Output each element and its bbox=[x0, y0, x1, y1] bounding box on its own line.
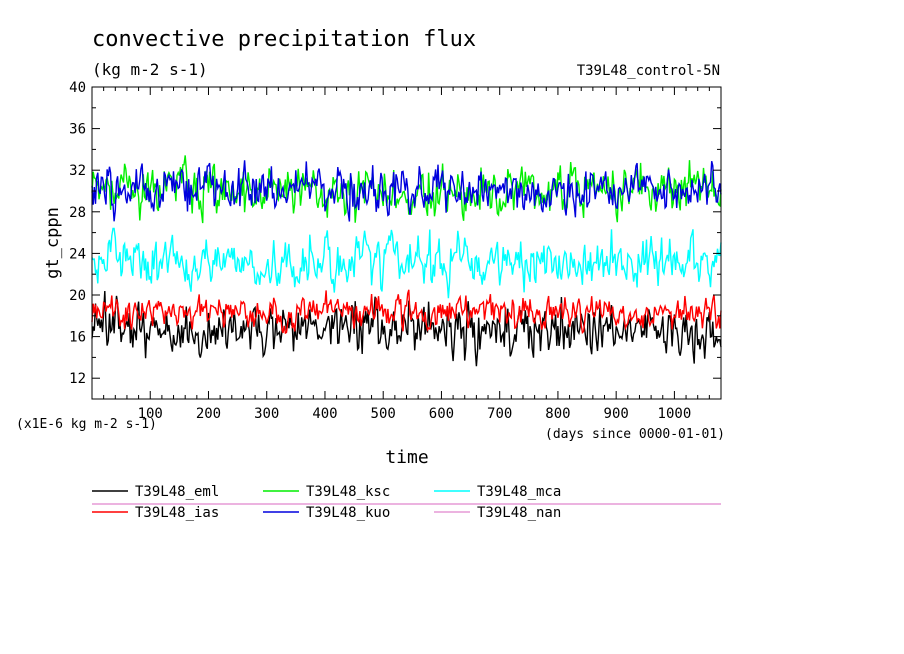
series-line-t39l48-ias bbox=[91, 289, 722, 335]
x-tick-label: 500 bbox=[371, 406, 396, 422]
y-tick-label: 12 bbox=[69, 371, 86, 387]
legend-label-t39l48-mca: T39L48_mca bbox=[477, 484, 561, 500]
x-tick-label: 300 bbox=[254, 406, 279, 422]
x-tick-label: 800 bbox=[545, 406, 570, 422]
y-tick-label: 20 bbox=[69, 288, 86, 304]
y-tick-label: 16 bbox=[69, 330, 86, 346]
x-tick-label: 400 bbox=[312, 406, 337, 422]
legend-label-t39l48-kuo: T39L48_kuo bbox=[306, 505, 390, 521]
x-tick-label: 900 bbox=[604, 406, 629, 422]
run-label: T39L48_control-5N bbox=[577, 63, 720, 79]
series-line-t39l48-eml bbox=[91, 290, 722, 367]
y-tick-label: 40 bbox=[69, 80, 86, 96]
series-line-t39l48-ksc bbox=[91, 155, 722, 224]
legend: T39L48_eml T39L48_ksc T39L48_mca T39L48_ias… bbox=[92, 484, 721, 521]
x-tick-label: 700 bbox=[487, 406, 512, 422]
series-line-t39l48-kuo bbox=[91, 160, 722, 222]
legend-label-t39l48-nan: T39L48_nan bbox=[477, 505, 561, 521]
series-line-t39l48-mca bbox=[91, 227, 722, 299]
x-tick-label: 1000 bbox=[658, 406, 692, 422]
legend-label-t39l48-eml: T39L48_eml bbox=[135, 484, 219, 500]
plot-frame bbox=[91, 86, 722, 400]
x-units-label: (days since 0000-01-01) bbox=[545, 427, 725, 442]
y-axis-label: gt_cppn bbox=[43, 207, 63, 279]
y-tick-label: 24 bbox=[69, 246, 86, 262]
x-axis-label: time bbox=[385, 447, 428, 468]
y-tick-label: 36 bbox=[69, 122, 86, 138]
y-units-label: (x1E-6 kg m-2 s-1) bbox=[16, 417, 157, 432]
x-tick-label: 600 bbox=[429, 406, 454, 422]
legend-label-t39l48-ksc: T39L48_ksc bbox=[306, 484, 390, 500]
series-layer bbox=[91, 155, 722, 367]
y-tick-label: 32 bbox=[69, 163, 86, 179]
legend-label-t39l48-ias: T39L48_ias bbox=[135, 505, 219, 521]
x-tick-label: 200 bbox=[196, 406, 221, 422]
axis-layer: 12 16 20 24 28 32 36 40 100 200 300 400 500 600 700 800… bbox=[69, 80, 722, 422]
y-tick-label: 28 bbox=[69, 205, 86, 221]
chart-subtitle: (kg m-2 s-1) bbox=[92, 60, 208, 79]
x-tick-label: 100 bbox=[138, 406, 163, 422]
chart-title: convective precipitation flux bbox=[92, 27, 476, 52]
